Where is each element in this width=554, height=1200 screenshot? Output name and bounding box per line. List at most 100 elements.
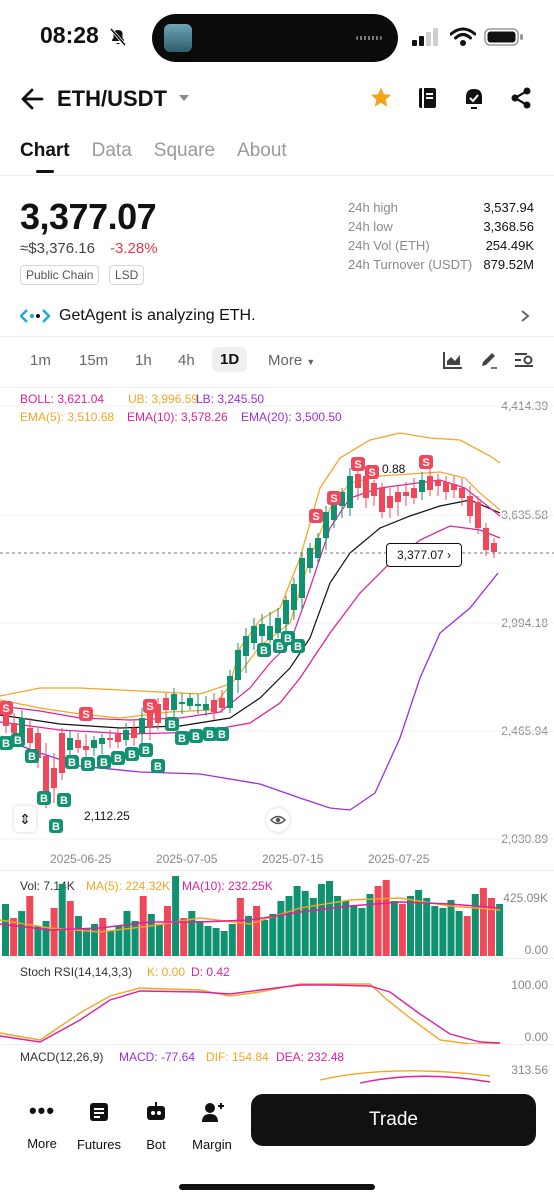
signal-badge [309,509,323,523]
getagent-banner[interactable]: GetAgent is analyzing ETH. [0,295,554,337]
timeframe-15m[interactable]: 15m [79,352,109,369]
candle-body [219,698,225,708]
section-tabs: Chart Data Square About [20,140,287,162]
signal-badge [57,793,71,807]
home-indicator [179,1184,375,1190]
tag-lsd[interactable]: LSD [109,265,145,285]
volume-bar [236,898,244,956]
tab-chart[interactable]: Chart [20,140,70,161]
volume-ma10-line [0,901,501,931]
boll-lower-line [0,572,499,811]
candle-body [275,618,281,633]
macd-dea-line [359,1075,491,1084]
eye-icon[interactable] [266,808,290,832]
drawing-tools-icon[interactable] [479,350,499,370]
signal-badge [165,717,179,731]
price-alert-icon[interactable] [462,86,486,110]
volume-bar [188,911,196,956]
macd-dif-value: DIF: 154.84 [206,1050,269,1064]
volume-bar [342,901,350,956]
candle-body [347,476,353,508]
volume-bar [99,918,107,956]
signal-letter: B [52,821,60,833]
signal-letter: B [100,757,108,769]
volume-bar [350,906,358,956]
candle-body [355,474,361,488]
candle-body [395,492,401,502]
candle-body [299,558,305,598]
volume-bar [42,921,50,956]
getagent-logo-icon [20,309,50,323]
signal-letter: B [114,753,122,765]
candle-body [307,548,313,568]
ema10-line [0,479,501,721]
signal-badge [365,465,379,479]
volume-bar [317,884,325,956]
signal-letter: B [14,735,22,747]
volume-axis-top: 425.09K [503,891,548,905]
stoch-rsi-chart[interactable] [0,958,554,1046]
signal-badge [49,819,63,833]
stat-24h-high-value: 3,537.94 [483,200,534,215]
candle-body [491,543,497,552]
back-arrow-icon[interactable] [20,86,46,112]
stoch-divider [0,958,554,959]
share-icon[interactable] [509,86,533,110]
current-price-text: 3,377.07 [396,548,444,562]
battery-icon [484,28,523,46]
volume-bar [107,931,115,956]
candle-body [179,702,185,704]
chart-type-icon[interactable] [443,351,463,369]
margin-button[interactable]: Margin [182,1100,242,1152]
candle-body [483,528,489,550]
pair-dropdown-icon[interactable] [178,93,190,103]
tab-square[interactable]: Square [153,140,216,161]
timeframe-1m[interactable]: 1m [30,352,51,369]
favorite-star-icon[interactable] [369,86,393,110]
ema5-value: EMA(5): 3,510.68 [20,410,115,424]
signal-letter: B [276,641,284,653]
more-button[interactable]: ••• More [12,1100,72,1152]
candle-body [171,694,177,710]
volume-bar [269,914,277,956]
current-price-label[interactable]: 3,377.07 › [386,543,462,567]
candle-body [339,492,345,506]
margin-button-label: Margin [192,1137,232,1152]
macd-chart[interactable] [300,1062,500,1086]
high-price-marker: 0.88 [382,462,406,476]
signal-letter: B [40,793,48,805]
trading-pair-title[interactable]: ETH/USDT [57,86,167,111]
trade-button[interactable]: Trade [251,1094,536,1146]
bot-button[interactable]: Bot [126,1100,186,1152]
order-book-icon[interactable] [416,86,440,110]
candle-body [187,698,193,706]
candle-body [123,730,129,740]
volume-chart[interactable] [0,870,554,958]
candle-body [419,480,425,492]
timeframe-1h[interactable]: 1h [135,352,152,369]
candle-body [131,728,137,738]
candle-body [459,488,465,498]
vertical-scale-icon[interactable]: ⇕ [14,806,36,832]
candle-body [51,768,57,788]
boll-value: BOLL: 3,621.04 [20,392,105,406]
macd-label: MACD(12,26,9) [20,1050,104,1064]
tag-public-chain[interactable]: Public Chain [20,265,100,285]
futures-button[interactable]: Futures [69,1100,129,1152]
volume-bar [220,931,228,956]
indicator-settings-icon[interactable] [514,351,534,369]
volume-ma5-line [0,897,501,933]
signal-letter: S [312,511,319,523]
bot-icon [147,1102,165,1120]
tab-about[interactable]: About [237,140,287,161]
timeframe-1d[interactable]: 1D [212,347,248,372]
timeframe-4h[interactable]: 4h [178,352,195,369]
tab-data[interactable]: Data [91,140,132,161]
volume-bar [431,906,439,956]
stat-24h-high-label: 24h high [348,200,398,215]
chevron-right-icon [521,310,530,322]
timeframe-more[interactable]: More ▼ [268,352,315,369]
signal-letter: B [60,795,68,807]
